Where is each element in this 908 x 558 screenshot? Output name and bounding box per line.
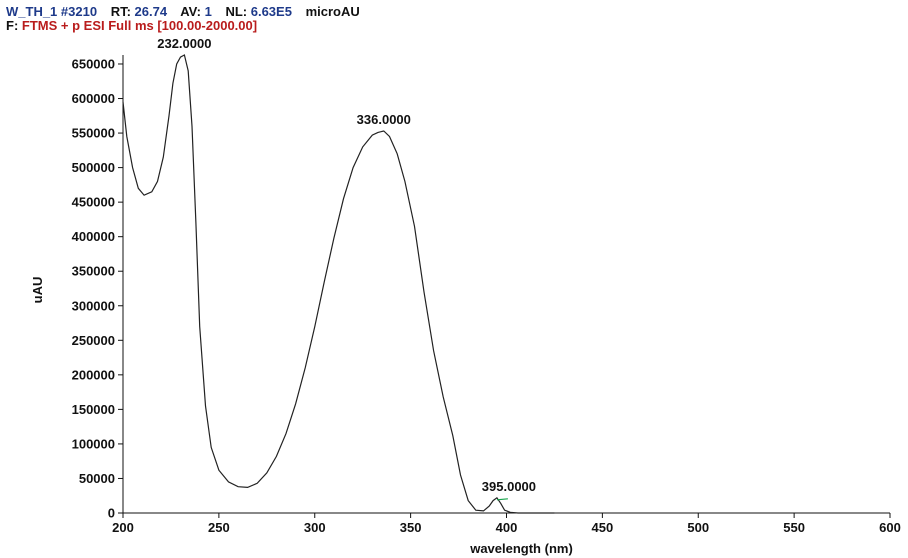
y-tick-label: 250000 bbox=[72, 333, 115, 348]
y-tick-label: 400000 bbox=[72, 229, 115, 244]
peak-label: 232.0000 bbox=[157, 36, 211, 51]
filter-label: F: bbox=[6, 18, 19, 33]
x-tick-label: 350 bbox=[400, 520, 422, 535]
x-axis: 200 250 300 350 400 450 500 550 600 bbox=[112, 512, 901, 535]
y-tick-label: 500000 bbox=[72, 160, 115, 175]
peak-labels: 232.0000 336.0000 395.0000 bbox=[157, 36, 536, 494]
scan-number: #3210 bbox=[60, 4, 98, 19]
y-tick-label: 350000 bbox=[72, 264, 115, 279]
y-tick-label: 0 bbox=[108, 506, 115, 521]
unit-label: microAU bbox=[305, 4, 360, 19]
peak-marker-395 bbox=[496, 498, 508, 501]
rt-label: RT: bbox=[110, 4, 131, 19]
x-tick-label: 550 bbox=[783, 520, 805, 535]
y-tick-label: 600000 bbox=[72, 91, 115, 106]
scan-header: W_TH_1 #3210 RT: 26.74 AV: 1 NL: 6.63E5 … bbox=[6, 5, 360, 33]
x-tick-label: 300 bbox=[304, 520, 326, 535]
scan-info-line: W_TH_1 #3210 RT: 26.74 AV: 1 NL: 6.63E5 … bbox=[6, 5, 360, 19]
x-tick-label: 200 bbox=[112, 520, 134, 535]
y-tick-label: 150000 bbox=[72, 402, 115, 417]
av-label: AV: bbox=[180, 4, 201, 19]
nl-value: 6.63E5 bbox=[250, 4, 292, 19]
y-axis: 0 50000 100000 150000 200000 250000 300000 3500… bbox=[72, 55, 124, 521]
x-tick-label: 500 bbox=[687, 520, 709, 535]
x-tick-label: 450 bbox=[592, 520, 614, 535]
y-tick-label: 200000 bbox=[72, 367, 115, 382]
y-tick-label: 650000 bbox=[72, 56, 115, 71]
scan-name: W_TH_1 bbox=[6, 4, 58, 19]
spectrum-trace bbox=[122, 54, 555, 514]
x-tick-label: 250 bbox=[208, 520, 230, 535]
peak-label: 395.0000 bbox=[482, 479, 536, 494]
y-tick-label: 50000 bbox=[79, 471, 115, 486]
x-tick-label: 600 bbox=[879, 520, 901, 535]
x-tick-label: 400 bbox=[496, 520, 518, 535]
y-axis-title: uAU bbox=[30, 277, 45, 304]
filter-line: F: FTMS + p ESI Full ms [100.00-2000.00] bbox=[6, 19, 360, 33]
peak-label: 336.0000 bbox=[357, 112, 411, 127]
y-tick-label: 450000 bbox=[72, 195, 115, 210]
filter-value: FTMS + p ESI Full ms [100.00-2000.00] bbox=[21, 18, 258, 33]
y-tick-label: 550000 bbox=[72, 126, 115, 141]
av-value: 1 bbox=[204, 4, 212, 19]
x-axis-title: wavelength (nm) bbox=[469, 541, 573, 556]
rt-value: 26.74 bbox=[134, 4, 168, 19]
nl-label: NL: bbox=[225, 4, 248, 19]
y-tick-label: 100000 bbox=[72, 436, 115, 451]
y-tick-label: 300000 bbox=[72, 298, 115, 313]
